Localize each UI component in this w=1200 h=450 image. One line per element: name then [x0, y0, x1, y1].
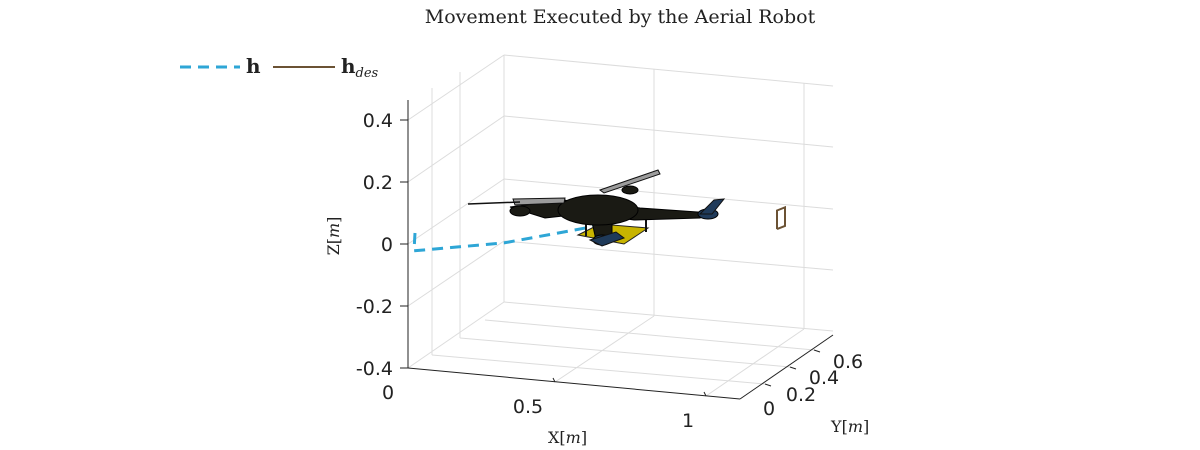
- legend-label-hdes-sub: des: [356, 66, 379, 81]
- x-axis-line: [407, 367, 741, 400]
- drone-motor: [621, 185, 639, 195]
- x-tick-labels: 0 0.5 1: [382, 382, 694, 432]
- drone-propeller: [698, 198, 726, 215]
- z-tick-label: -0.4: [356, 358, 393, 380]
- y-axis-label: Y[m]: [830, 417, 869, 436]
- drone-motor: [509, 205, 531, 217]
- drone-model: [467, 169, 726, 247]
- y-tick-labels: 0 0.2 0.4 0.6: [763, 351, 863, 420]
- chart-title: Movement Executed by the Aerial Robot: [425, 6, 816, 28]
- drone-body: [557, 194, 639, 226]
- x-axis-label: X[m]: [548, 428, 587, 447]
- legend-label-hdes: hdes: [341, 54, 379, 81]
- y-tick-label: 0: [763, 398, 775, 420]
- grid-floor: [407, 301, 815, 397]
- x-tick-label: 0.5: [513, 396, 543, 418]
- z-tick-label: 0.4: [363, 110, 393, 132]
- axes: [400, 100, 834, 400]
- drone-propeller: [512, 197, 566, 206]
- y-tick-label: 0.4: [809, 367, 839, 389]
- z-axis-label: Z[m]: [324, 217, 343, 256]
- x-tick-label: 1: [682, 410, 694, 432]
- y-tick-label: 0.2: [786, 384, 816, 406]
- z-tick-label: -0.2: [356, 296, 393, 318]
- legend-label-h: h: [246, 54, 261, 78]
- legend-label-hdes-main: h: [341, 54, 356, 78]
- legend: h hdes: [180, 54, 379, 81]
- z-tick-labels: 0.4 0.2 0 -0.2 -0.4: [356, 110, 393, 380]
- y-tick-label: 0.6: [833, 351, 863, 373]
- grid-side-wall: [503, 54, 834, 332]
- grid-back-wall: [407, 54, 505, 368]
- x-tick-label: 0: [382, 382, 394, 404]
- z-tick-label: 0.2: [363, 172, 393, 194]
- drone-propeller: [588, 231, 626, 247]
- series-line-hdes: [776, 205, 786, 231]
- y-axis-line: [739, 334, 834, 400]
- drone-propeller: [598, 169, 661, 194]
- z-tick-label: 0: [381, 234, 393, 256]
